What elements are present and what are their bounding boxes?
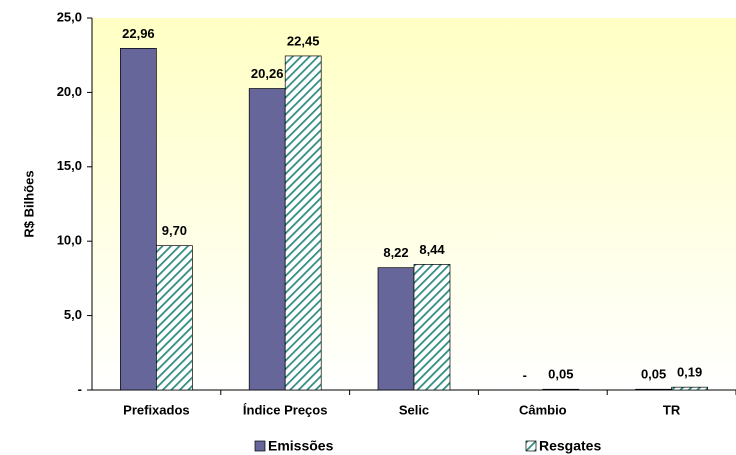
value-label: 22,96	[122, 26, 155, 41]
value-label: 0,05	[641, 367, 666, 382]
x-tick-label: Prefixados	[123, 402, 189, 417]
value-label: 20,26	[251, 66, 284, 81]
bar	[635, 388, 672, 391]
y-tick-label: 25,0	[57, 9, 82, 24]
value-label: 9,70	[162, 223, 187, 238]
bar	[156, 245, 193, 391]
x-tick-label: Selic	[399, 402, 429, 417]
legend-label: Resgates	[539, 438, 601, 454]
legend-swatch	[525, 440, 537, 452]
value-label: 0,19	[677, 365, 702, 380]
bar	[248, 88, 286, 391]
y-axis-label: R$ Bilhões	[21, 170, 36, 237]
bar	[284, 55, 322, 391]
x-tick-label: Índice Preços	[243, 402, 328, 417]
legend-label: Emissões	[268, 438, 334, 454]
x-tick-label: TR	[663, 402, 681, 417]
bar	[377, 267, 415, 391]
bar	[671, 386, 708, 391]
bar	[542, 388, 580, 391]
bar	[413, 264, 451, 391]
value-label: 22,45	[287, 33, 320, 48]
x-tick-label: Câmbio	[519, 402, 567, 417]
y-tick-label: -	[78, 381, 82, 396]
y-tick-label: 5,0	[64, 307, 82, 322]
y-tick-label: 20,0	[57, 84, 82, 99]
value-label: -	[523, 367, 527, 382]
bar	[120, 48, 157, 391]
legend-swatch	[254, 440, 266, 452]
value-label: 8,44	[419, 242, 445, 257]
y-tick-label: 10,0	[57, 233, 82, 248]
value-label: 0,05	[548, 367, 573, 382]
y-tick-label: 15,0	[57, 158, 82, 173]
value-label: 8,22	[383, 245, 408, 260]
